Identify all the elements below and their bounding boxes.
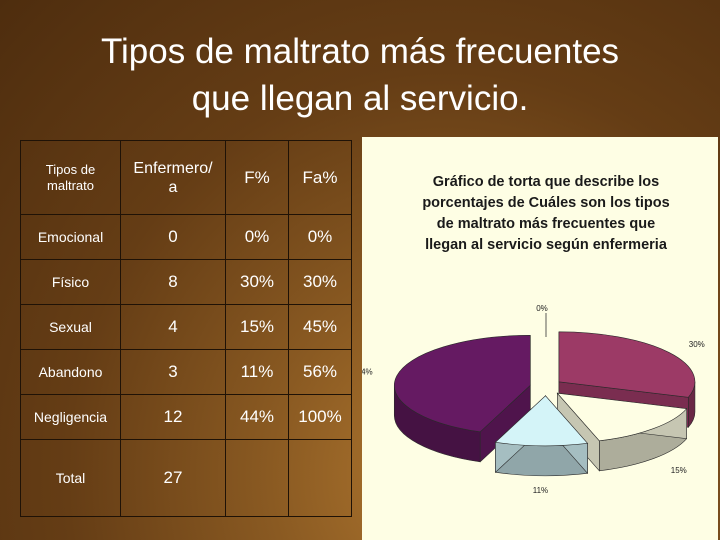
pie-label: 44%	[362, 367, 373, 376]
cell-tipo: Sexual	[20, 304, 121, 350]
cell-count: 0	[120, 214, 226, 260]
pie-labels: 0% 30% 15% 11% 44%	[362, 304, 705, 495]
cell-fa: 45%	[288, 304, 352, 350]
cell-f: 0%	[225, 214, 289, 260]
cell-f: 30%	[225, 259, 289, 305]
pie-slice-group	[494, 395, 589, 477]
pie-slice	[494, 395, 589, 447]
cell-total-f	[225, 439, 289, 517]
cell-total-fa	[288, 439, 352, 517]
header-tipos: Tipos de maltrato	[20, 140, 121, 215]
pie-slice-group	[556, 392, 688, 472]
slide-title-line-1: Tipos de maltrato más frecuentes	[100, 32, 620, 71]
header-f-percent: F%	[225, 140, 289, 215]
pie-label: 30%	[689, 340, 705, 349]
slide-title-line-2: que llegan al servicio.	[191, 79, 529, 118]
cell-count: 8	[120, 259, 226, 305]
table-row: Abandono 3 11% 56%	[20, 349, 352, 395]
pie-slice	[558, 331, 696, 398]
cell-tipo: Negligencia	[20, 394, 121, 440]
pie-label: 0%	[536, 304, 548, 313]
cell-count: 12	[120, 394, 226, 440]
table-row: Físico 8 30% 30%	[20, 259, 352, 305]
header-tipos-line-1: Tipos de	[45, 161, 96, 177]
table-row: Negligencia 12 44% 100%	[20, 394, 352, 440]
cell-tipo: Emocional	[20, 214, 121, 260]
pie-label: 11%	[533, 486, 548, 495]
cell-tipo: Abandono	[20, 349, 121, 395]
cell-count: 3	[120, 349, 226, 395]
chart-title-line-2: porcentajes de Cuáles son los tipos	[422, 195, 669, 211]
cell-fa: 100%	[288, 394, 352, 440]
pie-label: 15%	[671, 466, 687, 475]
header-fa-percent: Fa%	[288, 140, 352, 215]
cell-fa: 56%	[288, 349, 352, 395]
maltrato-table: Tipos de maltrato Enfermero/ a F% Fa% Em…	[20, 140, 352, 517]
chart-title: Gráfico de torta que describe los porcen…	[422, 174, 669, 253]
pie-slice	[393, 335, 531, 433]
cell-tipo: Físico	[20, 259, 121, 305]
cell-f: 15%	[225, 304, 289, 350]
pie-chart: Gráfico de torta que describe los porcen…	[362, 174, 705, 495]
chart-title-line-4: llegan al servicio según enfermeria	[425, 237, 668, 253]
cell-fa: 0%	[288, 214, 352, 260]
table-header-row: Tipos de maltrato Enfermero/ a F% Fa%	[20, 140, 352, 215]
header-enfermero: Enfermero/ a	[120, 140, 226, 215]
pie-slice	[556, 392, 688, 442]
header-enfermero-line-2: a	[168, 178, 178, 196]
pie-slices	[393, 331, 696, 477]
pie-slice-group	[393, 335, 531, 463]
table-row: Emocional 0 0% 0%	[20, 214, 352, 260]
cell-total-label: Total	[20, 439, 121, 517]
slide-title: Tipos de maltrato más frecuentes que lle…	[0, 28, 720, 122]
cell-total-count: 27	[120, 439, 226, 517]
table-row: Sexual 4 15% 45%	[20, 304, 352, 350]
header-tipos-line-2: maltrato	[47, 177, 94, 193]
chart-title-line-3: de maltrato más frecuentes que	[437, 216, 655, 232]
cell-count: 4	[120, 304, 226, 350]
cell-fa: 30%	[288, 259, 352, 305]
cell-f: 11%	[225, 349, 289, 395]
pie-chart-panel: Gráfico de torta que describe los porcen…	[362, 137, 718, 540]
table-total-row: Total 27	[20, 439, 352, 517]
cell-f: 44%	[225, 394, 289, 440]
chart-title-line-1: Gráfico de torta que describe los	[433, 174, 659, 190]
header-enfermero-line-1: Enfermero/	[133, 159, 213, 177]
